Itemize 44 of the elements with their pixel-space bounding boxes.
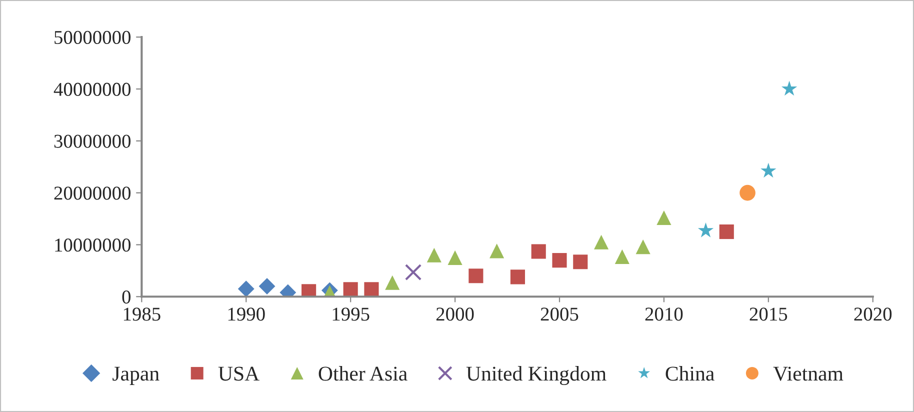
x-tick-label: 2020 (854, 308, 892, 321)
legend-label: Japan (112, 366, 160, 385)
y-tick-label: 0 (122, 290, 131, 304)
legend-label: Other Asia (318, 366, 408, 381)
point (490, 244, 504, 258)
point (552, 253, 567, 268)
point (594, 234, 609, 250)
point (760, 162, 776, 178)
legend-label: United Kingdom (466, 366, 606, 386)
point (404, 264, 422, 281)
point (719, 224, 734, 240)
point (614, 249, 630, 264)
point (426, 248, 442, 262)
y-tick-label: 50000000 (54, 30, 131, 44)
x-tick-label: 2000 (436, 308, 474, 321)
point (573, 254, 588, 270)
point (781, 80, 798, 96)
point (468, 268, 484, 284)
y-tick-label: 10000000 (55, 238, 131, 252)
point (343, 282, 358, 297)
x-tick-label: 1995 (332, 308, 370, 321)
point (740, 184, 756, 201)
point (448, 250, 462, 265)
y-tick-label: 40000000 (54, 82, 131, 96)
point (510, 270, 525, 284)
point (656, 210, 672, 226)
x-tick-label: 2015 (750, 308, 788, 321)
point (385, 275, 400, 290)
point (364, 282, 379, 297)
x-tick-label: 2005 (540, 308, 578, 321)
x-tick-label: 1985 (124, 308, 160, 321)
y-tick-label: 30000000 (54, 134, 131, 148)
point (636, 240, 650, 254)
legend-label: Vietnam (773, 366, 844, 381)
point (698, 222, 714, 238)
point (302, 284, 316, 297)
legend-label: USA (218, 366, 260, 381)
point (531, 244, 546, 259)
x-tick-label: 2010 (645, 308, 683, 321)
legend-label: China (666, 366, 714, 381)
point (258, 278, 276, 294)
y-tick-label: 20000000 (54, 186, 131, 200)
point (238, 280, 254, 297)
x-tick-label: 1990 (228, 308, 265, 321)
